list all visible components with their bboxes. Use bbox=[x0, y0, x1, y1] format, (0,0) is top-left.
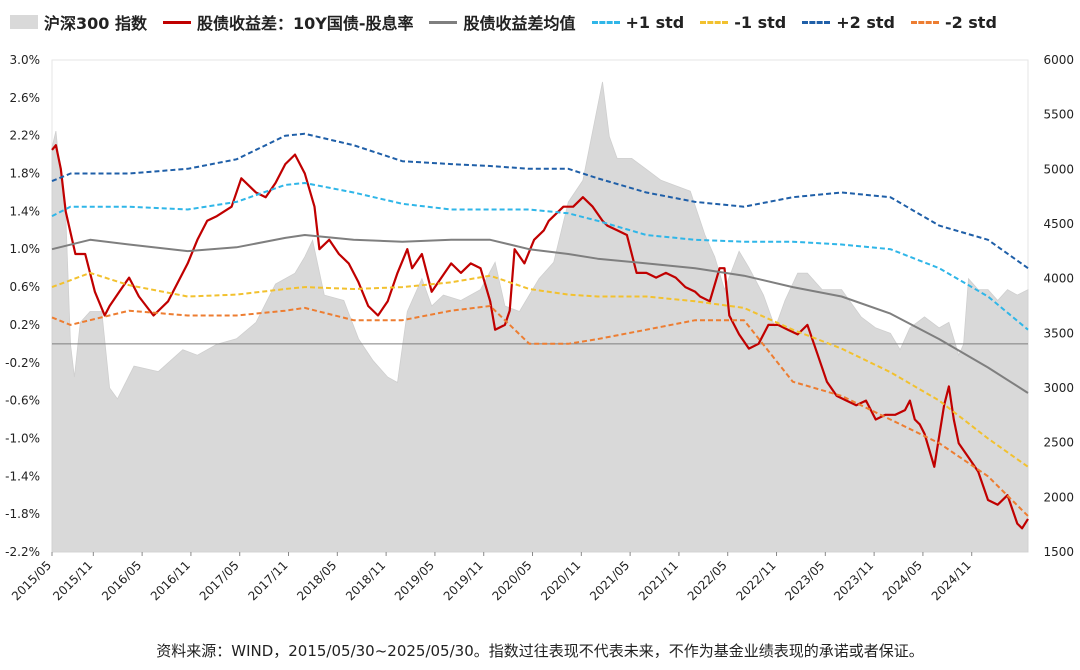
legend-label: 股债收益差：10Y国债-股息率 bbox=[196, 14, 414, 33]
y-left-tick-label: -1.0% bbox=[5, 431, 40, 445]
area-layer bbox=[51, 81, 1029, 553]
y-left-tick-label: 1.0% bbox=[10, 242, 41, 256]
x-tick-label: 2019/11 bbox=[441, 558, 486, 603]
x-tick-label: 2019/05 bbox=[392, 558, 437, 603]
y-axis-right: 6000 5500 5000 4500 4000 3500 3000 2500 2000 1500 bbox=[1043, 53, 1074, 559]
series-line-4 bbox=[51, 271, 1029, 468]
legend-label: 股债收益差均值 bbox=[463, 14, 576, 33]
x-tick-label: 2020/05 bbox=[489, 558, 534, 603]
x-tick-label: 2024/11 bbox=[929, 558, 974, 603]
legend-item: 沪深300 指数 bbox=[10, 10, 147, 34]
y-left-tick-label: 0.6% bbox=[10, 280, 41, 294]
y-left-tick-label: 1.4% bbox=[10, 204, 41, 218]
x-tick-label: 2017/11 bbox=[245, 558, 290, 603]
x-tick-label: 2018/05 bbox=[294, 558, 339, 603]
y-right-tick-label: 3000 bbox=[1043, 381, 1074, 395]
x-tick-label: 2024/05 bbox=[880, 558, 925, 603]
series-line-5 bbox=[51, 132, 1029, 270]
x-tick-label: 2023/05 bbox=[782, 558, 827, 603]
legend-swatch bbox=[429, 20, 458, 24]
legend-swatch bbox=[591, 20, 620, 24]
x-tick-label: 2022/05 bbox=[685, 558, 730, 603]
legend-label: +2 std bbox=[836, 12, 895, 32]
y-right-tick-label: 3500 bbox=[1043, 326, 1074, 340]
series-area-hs300 bbox=[51, 81, 1029, 553]
x-tick-label: 2022/11 bbox=[733, 558, 778, 603]
x-tick-label: 2021/05 bbox=[587, 558, 632, 603]
legend: 沪深300 指数 股债收益差：10Y国债-股息率 股债收益差均值 +1 std -1 s… bbox=[10, 10, 997, 34]
legend-swatch bbox=[700, 20, 729, 24]
x-tick-label: 2016/11 bbox=[148, 558, 193, 603]
x-tick-label: 2016/05 bbox=[99, 558, 144, 603]
legend-label: -2 std bbox=[944, 12, 997, 32]
legend-item: +2 std bbox=[802, 13, 895, 32]
y-right-tick-label: 4500 bbox=[1043, 217, 1074, 231]
y-right-tick-label: 4000 bbox=[1043, 272, 1074, 286]
y-left-tick-label: -0.6% bbox=[5, 394, 40, 408]
y-right-tick-label: 5500 bbox=[1043, 108, 1074, 122]
series-line-3 bbox=[51, 182, 1029, 331]
legend-label: +1 std bbox=[625, 12, 685, 32]
series-line-2 bbox=[51, 234, 1029, 394]
y-left-tick-label: 0.2% bbox=[10, 318, 41, 332]
y-left-tick-label: 2.6% bbox=[10, 91, 41, 105]
x-tick-label: 2017/05 bbox=[197, 558, 242, 603]
y-right-tick-label: 6000 bbox=[1043, 53, 1074, 67]
y-right-tick-label: 5000 bbox=[1043, 162, 1074, 176]
x-tick-label: 2023/11 bbox=[831, 558, 876, 603]
x-tick-label: 2018/11 bbox=[343, 558, 388, 603]
legend-item: -2 std bbox=[910, 12, 997, 32]
x-tick-label: 2020/11 bbox=[538, 558, 583, 603]
y-left-tick-label: -2.2% bbox=[5, 545, 40, 559]
y-left-tick-label: 3.0% bbox=[10, 53, 41, 67]
y-left-tick-label: -0.2% bbox=[5, 356, 40, 370]
legend-swatch bbox=[802, 20, 831, 24]
x-tick-label: 2021/11 bbox=[636, 558, 681, 603]
legend-item: 股债收益差均值 bbox=[429, 10, 576, 34]
y-axis-left: 3.0% 2.6% 2.2% 1.8% 1.4% 1.0% 0.6% 0.2% -0.2% -0.… bbox=[5, 53, 40, 559]
y-left-tick-label: -1.4% bbox=[5, 469, 40, 483]
y-right-tick-label: 2500 bbox=[1043, 436, 1074, 450]
legend-item: +1 std bbox=[591, 12, 685, 32]
line-layer bbox=[51, 132, 1029, 530]
legend-label: 沪深300 指数 bbox=[44, 14, 147, 33]
legend-item: 股债收益差：10Y国债-股息率 bbox=[162, 10, 414, 34]
legend-swatch bbox=[910, 20, 939, 24]
source-note: 资料来源：WIND，2015/05/30~2025/05/30。指数过往表现不代… bbox=[156, 642, 924, 660]
legend-label: -1 std bbox=[734, 12, 787, 32]
y-left-tick-label: 2.2% bbox=[10, 129, 41, 143]
series-line-6 bbox=[51, 305, 1029, 517]
x-tick-label: 2015/11 bbox=[50, 558, 95, 603]
y-right-tick-label: 1500 bbox=[1043, 545, 1074, 559]
y-left-tick-label: 1.8% bbox=[10, 167, 41, 181]
legend-item: -1 std bbox=[700, 13, 786, 32]
y-right-tick-label: 2000 bbox=[1043, 490, 1074, 504]
legend-swatch bbox=[10, 15, 38, 29]
y-left-tick-label: -1.8% bbox=[5, 507, 40, 521]
x-tick-label: 2015/05 bbox=[9, 558, 54, 603]
legend-swatch bbox=[162, 20, 191, 24]
